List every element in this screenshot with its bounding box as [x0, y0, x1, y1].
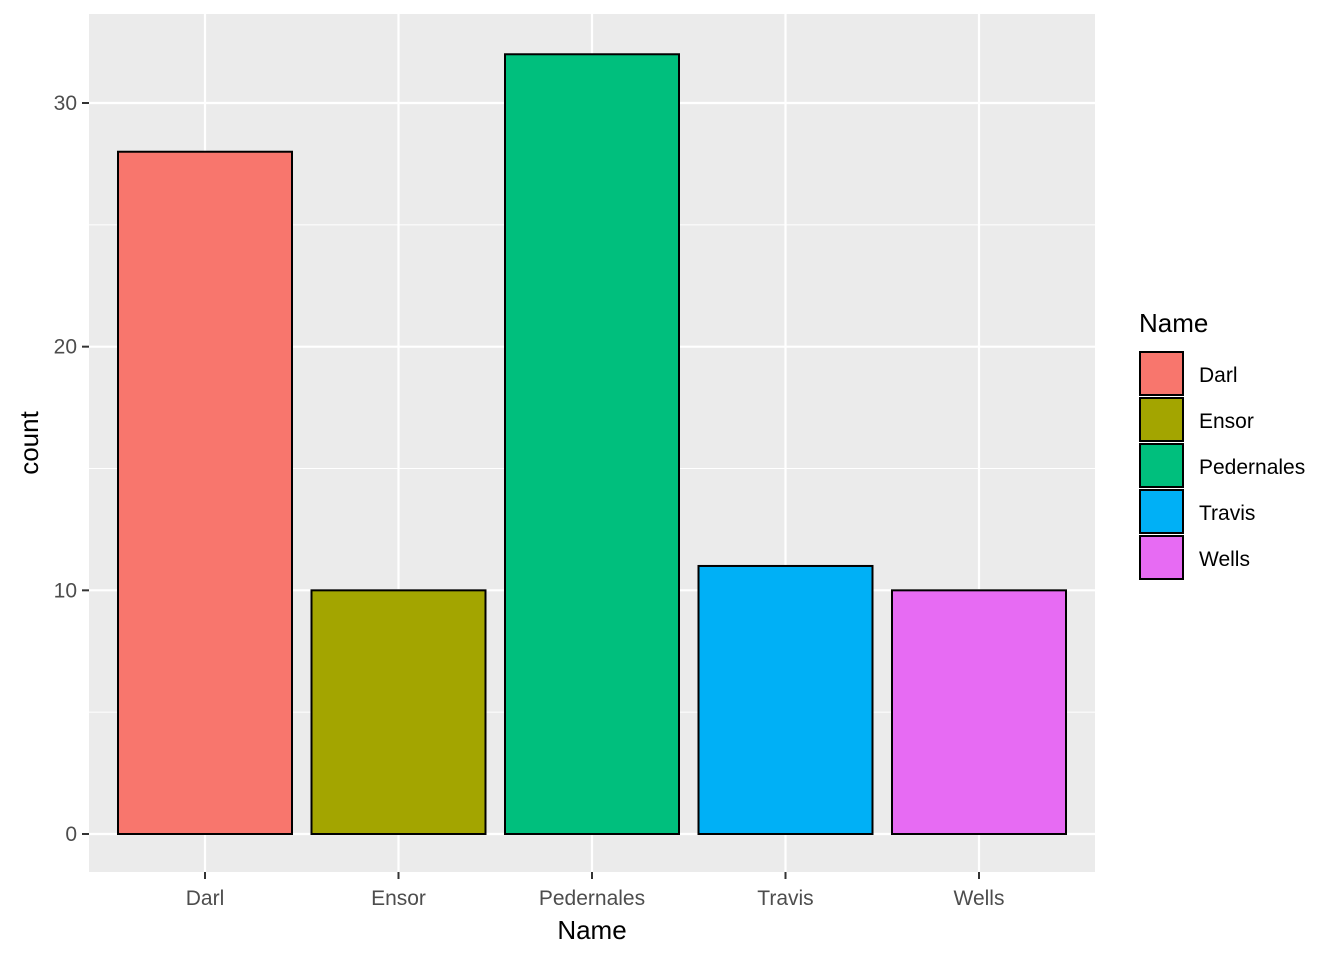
y-tick-label: 30	[54, 92, 77, 115]
y-tick-label: 0	[65, 823, 77, 846]
legend: Name Darl Ensor Pedernales Travis Wells	[1139, 308, 1305, 580]
legend-key-pedernales	[1139, 443, 1184, 488]
x-tick-label: Travis	[757, 887, 813, 910]
legend-items: Darl Ensor Pedernales Travis Wells	[1139, 351, 1305, 580]
x-tick-label: Darl	[186, 887, 225, 910]
bar-pedernales	[504, 53, 680, 836]
bar-ensor	[310, 589, 487, 835]
x-axis-title: Name	[557, 915, 626, 945]
x-tick-label: Pedernales	[539, 887, 645, 910]
x-tick-label: Wells	[954, 887, 1005, 910]
bar-wells	[891, 589, 1067, 835]
legend-key-ensor	[1139, 397, 1184, 442]
x-axis: Darl Ensor Pedernales Travis Wells	[186, 872, 1005, 910]
bars	[117, 53, 1067, 836]
y-axis: 0 10 20 30	[54, 92, 89, 846]
legend-label-wells: Wells	[1199, 548, 1250, 571]
legend-label-darl: Darl	[1199, 364, 1238, 387]
legend-key-wells	[1139, 535, 1184, 580]
legend-key-darl	[1139, 351, 1184, 396]
y-tick-label: 10	[54, 579, 77, 602]
bar-darl	[117, 150, 293, 835]
x-tick-label: Ensor	[371, 887, 426, 910]
y-axis-title: count	[14, 410, 44, 474]
legend-title: Name	[1139, 308, 1208, 338]
legend-label-pedernales: Pedernales	[1199, 456, 1305, 479]
y-tick-label: 20	[54, 336, 77, 359]
legend-label-ensor: Ensor	[1199, 410, 1254, 433]
legend-label-travis: Travis	[1199, 502, 1255, 525]
legend-key-travis	[1139, 489, 1184, 534]
bar-travis	[697, 564, 874, 835]
